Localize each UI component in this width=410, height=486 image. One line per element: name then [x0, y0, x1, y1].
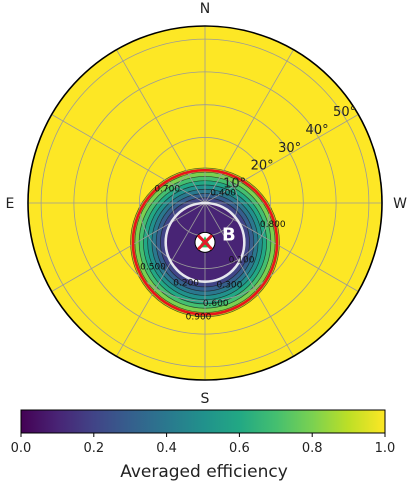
radial-tick-label: 40° [306, 123, 329, 138]
colorbar-gradient [20, 409, 386, 434]
colorbar-tick-label: 0.8 [302, 441, 323, 456]
radial-tick-label: 10° [223, 176, 246, 191]
contour-label: 0.800 [260, 220, 286, 230]
compass-label: S [201, 391, 210, 407]
radial-tick-labels: 10° 20° 30° 40° 50° [223, 105, 356, 191]
grid-spoke [204, 202, 294, 357]
compass-label: W [393, 196, 407, 212]
colorbar-title: Averaged efficiency [120, 462, 288, 482]
radial-tick-label: 30° [278, 141, 301, 156]
grid-spoke [51, 202, 206, 292]
contour-label: 0.600 [203, 299, 229, 309]
contour-label: 0.300 [217, 281, 243, 291]
contour-label: 0.700 [154, 184, 180, 194]
grid-spoke [116, 202, 206, 357]
contour-label: 0.900 [186, 312, 212, 322]
contour-labels: 0.700 0.400 0.800 0.100 0.300 0.500 0.200 0.600… [140, 184, 286, 322]
polar-disk-border [27, 25, 383, 381]
colorbar-tick-label: 0.4 [156, 441, 177, 456]
colorbar: 0.0 0.2 0.4 0.6 0.8 1.0 Averaged efficiency [11, 409, 396, 482]
grid-spoke [116, 49, 206, 204]
grid-spoke [204, 114, 359, 204]
grid-spoke [204, 202, 359, 292]
colorbar-ticks: 0.0 0.2 0.4 0.6 0.8 1.0 [11, 433, 396, 456]
red-x-marker [197, 234, 213, 250]
contour-label: 0.400 [210, 188, 236, 198]
radial-tick-label: 50° [333, 105, 356, 120]
white-boundary-circle [164, 201, 246, 283]
red-boundary-circle [131, 168, 279, 316]
compass-label: E [6, 196, 15, 212]
colorbar-tick-label: 1.0 [375, 441, 396, 456]
compass-labels: N W S E [6, 1, 408, 407]
compass-label: N [200, 1, 210, 17]
colorbar-tick-label: 0.6 [229, 441, 250, 456]
radial-tick-label: 20° [251, 159, 274, 174]
contour-label: 0.100 [229, 255, 255, 265]
contour-label: 0.500 [140, 263, 166, 273]
marker-label: B [222, 224, 236, 245]
grid-spoke [51, 114, 206, 204]
target-marker: B [194, 224, 236, 253]
grid-spoke [204, 49, 294, 204]
colorbar-tick-label: 0.0 [11, 441, 32, 456]
polar-grid [28, 26, 382, 380]
contour-label: 0.200 [173, 279, 199, 289]
colorbar-tick-label: 0.2 [83, 441, 104, 456]
